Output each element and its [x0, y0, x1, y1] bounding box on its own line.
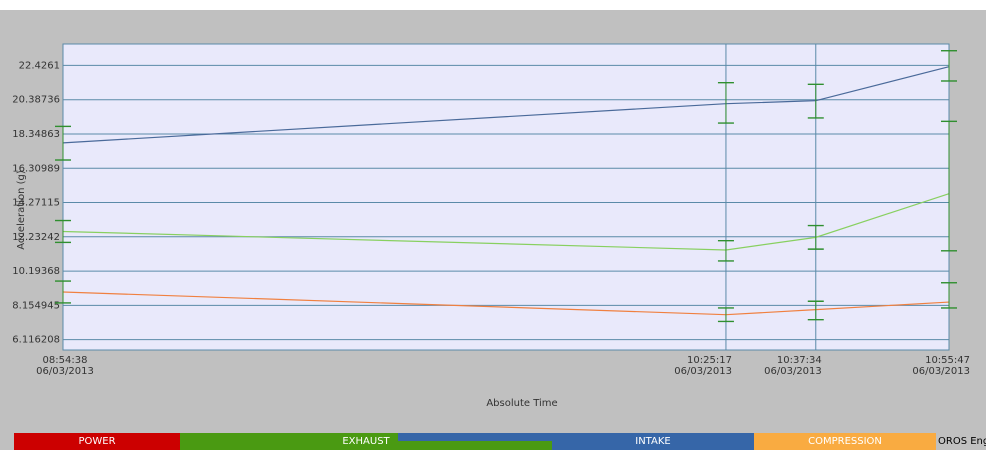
series-line-1 [62, 66, 950, 144]
y-tick-label: 22.4261 [19, 60, 60, 71]
top-strip [0, 0, 986, 10]
phase-intake: INTAKE [552, 433, 754, 450]
x-tick-date: 06/03/2013 [764, 366, 822, 377]
series-line-3 [62, 291, 950, 316]
plot-area [62, 43, 950, 351]
series-line-2 [62, 193, 950, 251]
phase-intake-label: INTAKE [635, 436, 671, 447]
x-tick-time: 10:25:17 [687, 355, 732, 366]
x-tick-date: 06/03/2013 [36, 366, 94, 377]
x-tick-date: 06/03/2013 [912, 366, 970, 377]
chart: 22.4261 20.38736 18.34863 16.30989 14.27115 1… [12, 43, 970, 409]
y-tick-label: 6.116208 [12, 335, 60, 346]
phase-power-label: POWER [78, 436, 116, 447]
y-tick-label: 16.30989 [12, 163, 60, 174]
x-axis-title: Absolute Time [486, 398, 557, 409]
x-tick-date: 06/03/2013 [674, 366, 732, 377]
y-tick-label: 12.23242 [12, 232, 60, 243]
y-tick-label: 14.27115 [12, 198, 60, 209]
y-tick-label: 20.38736 [12, 95, 60, 106]
phase-intake-overlap [398, 433, 554, 441]
y-axis-title: Acceleration (g) [16, 170, 27, 250]
phase-compression-label: COMPRESSION [808, 436, 882, 447]
x-tick-time: 08:54:38 [43, 355, 88, 366]
y-tick-label: 8.154945 [12, 300, 60, 311]
engine-phase-bar: POWER EXHAUST INTAKE COMPRESSION OROS En… [14, 433, 986, 450]
x-tick-time: 10:55:47 [925, 355, 970, 366]
x-tick-time: 10:37:34 [777, 355, 822, 366]
phase-exhaust-label: EXHAUST [342, 436, 390, 447]
engine-label: OROS Engi [938, 436, 986, 447]
y-tick-label: 10.19368 [12, 266, 60, 277]
phase-power: POWER [14, 433, 180, 450]
phase-compression: COMPRESSION [754, 433, 936, 450]
y-tick-label: 18.34863 [12, 129, 60, 140]
